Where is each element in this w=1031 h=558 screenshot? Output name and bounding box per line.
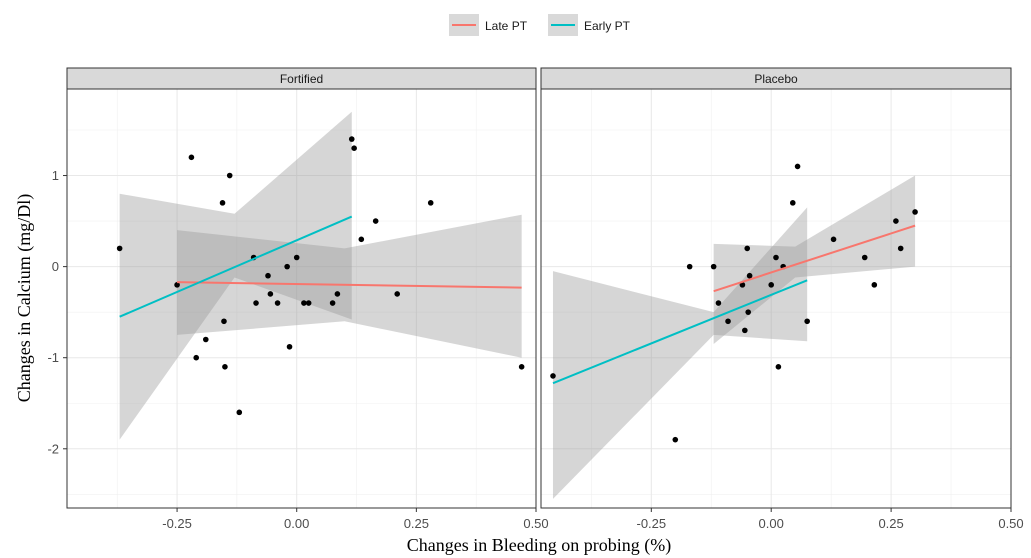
panel-border-placebo bbox=[540, 88, 1012, 509]
data-point bbox=[912, 209, 918, 215]
x-tick-label: 0.00 bbox=[284, 516, 309, 531]
fit-line-early-pt bbox=[119, 215, 353, 318]
data-point bbox=[193, 354, 200, 361]
panel-border-fortified bbox=[66, 88, 537, 509]
data-point bbox=[893, 218, 899, 224]
data-point bbox=[305, 300, 312, 306]
data-point bbox=[897, 245, 904, 252]
confidence-band-early-pt bbox=[119, 111, 352, 440]
data-point bbox=[219, 200, 226, 206]
y-tick-label: 0 bbox=[52, 259, 59, 274]
x-tick-label: 0.50 bbox=[998, 516, 1023, 531]
data-point bbox=[861, 254, 868, 261]
x-axis: -0.25 0.00 0.25 0.50 -0.25 0.00 0.25 0.50 bbox=[162, 508, 1024, 531]
y-tick-label: -1 bbox=[47, 350, 59, 365]
confidence-band-late-pt bbox=[177, 214, 522, 358]
x-axis-title: Changes in Bleeding on probing (%) bbox=[407, 535, 671, 556]
x-tick-label: 0.50 bbox=[523, 516, 548, 531]
data-point bbox=[672, 436, 679, 443]
data-point bbox=[284, 263, 290, 270]
data-point bbox=[725, 318, 731, 325]
x-tick-label: -0.25 bbox=[162, 516, 192, 531]
y-tick-label: -2 bbox=[47, 441, 59, 456]
legend-label-early-pt: Early PT bbox=[584, 19, 631, 33]
fit-line-late-pt bbox=[177, 281, 522, 289]
data-point bbox=[518, 364, 525, 370]
confidence-band-late-pt bbox=[713, 175, 916, 345]
x-tick-label: 0.25 bbox=[878, 516, 903, 531]
panel-fortified bbox=[66, 88, 537, 509]
data-point bbox=[768, 282, 775, 288]
y-axis: -2 -1 0 1 bbox=[47, 168, 67, 456]
data-point bbox=[427, 200, 434, 206]
data-point bbox=[794, 163, 801, 170]
data-point bbox=[789, 200, 796, 206]
legend: Late PT Early PT bbox=[449, 14, 631, 36]
data-point bbox=[394, 291, 401, 297]
data-point bbox=[236, 409, 243, 416]
data-point bbox=[550, 373, 556, 379]
data-point bbox=[174, 282, 180, 288]
data-point bbox=[351, 145, 357, 152]
data-point bbox=[773, 254, 779, 261]
data-point bbox=[222, 364, 228, 370]
data-point bbox=[686, 263, 693, 270]
data-point bbox=[804, 318, 810, 325]
legend-label-late-pt: Late PT bbox=[485, 19, 528, 33]
y-axis-title: Changes in Calcium (mg/Dl) bbox=[14, 194, 35, 402]
data-point bbox=[710, 263, 717, 270]
data-point bbox=[188, 154, 195, 161]
fit-line-early-pt bbox=[552, 279, 808, 385]
data-point bbox=[116, 245, 123, 252]
x-tick-label: 0.25 bbox=[404, 516, 429, 531]
data-point bbox=[202, 336, 209, 343]
data-point bbox=[830, 236, 837, 243]
data-point bbox=[746, 272, 753, 279]
data-point bbox=[329, 300, 336, 306]
data-point bbox=[372, 218, 379, 224]
panel-strip-placebo: Placebo bbox=[540, 67, 1012, 90]
strip-label-placebo: Placebo bbox=[754, 72, 798, 86]
data-point bbox=[744, 245, 751, 252]
panel-placebo bbox=[540, 88, 1012, 509]
panel-background-placebo bbox=[541, 89, 1011, 508]
data-point bbox=[775, 364, 782, 370]
strip-label-fortified: Fortified bbox=[280, 72, 323, 86]
data-point bbox=[871, 282, 878, 288]
fit-line-late-pt bbox=[713, 224, 916, 293]
data-point bbox=[348, 136, 355, 142]
data-point bbox=[715, 300, 722, 306]
data-point bbox=[221, 318, 227, 325]
data-point bbox=[274, 300, 281, 306]
confidence-band-early-pt bbox=[552, 207, 808, 499]
data-point bbox=[745, 309, 751, 315]
x-tick-label: -0.25 bbox=[636, 516, 666, 531]
data-point bbox=[739, 282, 746, 288]
data-point bbox=[286, 343, 293, 350]
data-point bbox=[267, 291, 274, 297]
data-point bbox=[265, 272, 271, 279]
data-point bbox=[293, 254, 300, 261]
data-point bbox=[358, 236, 365, 243]
y-tick-label: 1 bbox=[52, 168, 59, 183]
panel-strip-fortified: Fortified bbox=[66, 67, 537, 90]
data-point bbox=[253, 300, 259, 306]
data-point bbox=[301, 300, 307, 306]
data-point bbox=[226, 172, 233, 179]
panel-background-fortified bbox=[67, 89, 536, 508]
x-tick-label: 0.00 bbox=[759, 516, 784, 531]
data-point bbox=[334, 291, 341, 297]
data-point bbox=[742, 327, 748, 334]
